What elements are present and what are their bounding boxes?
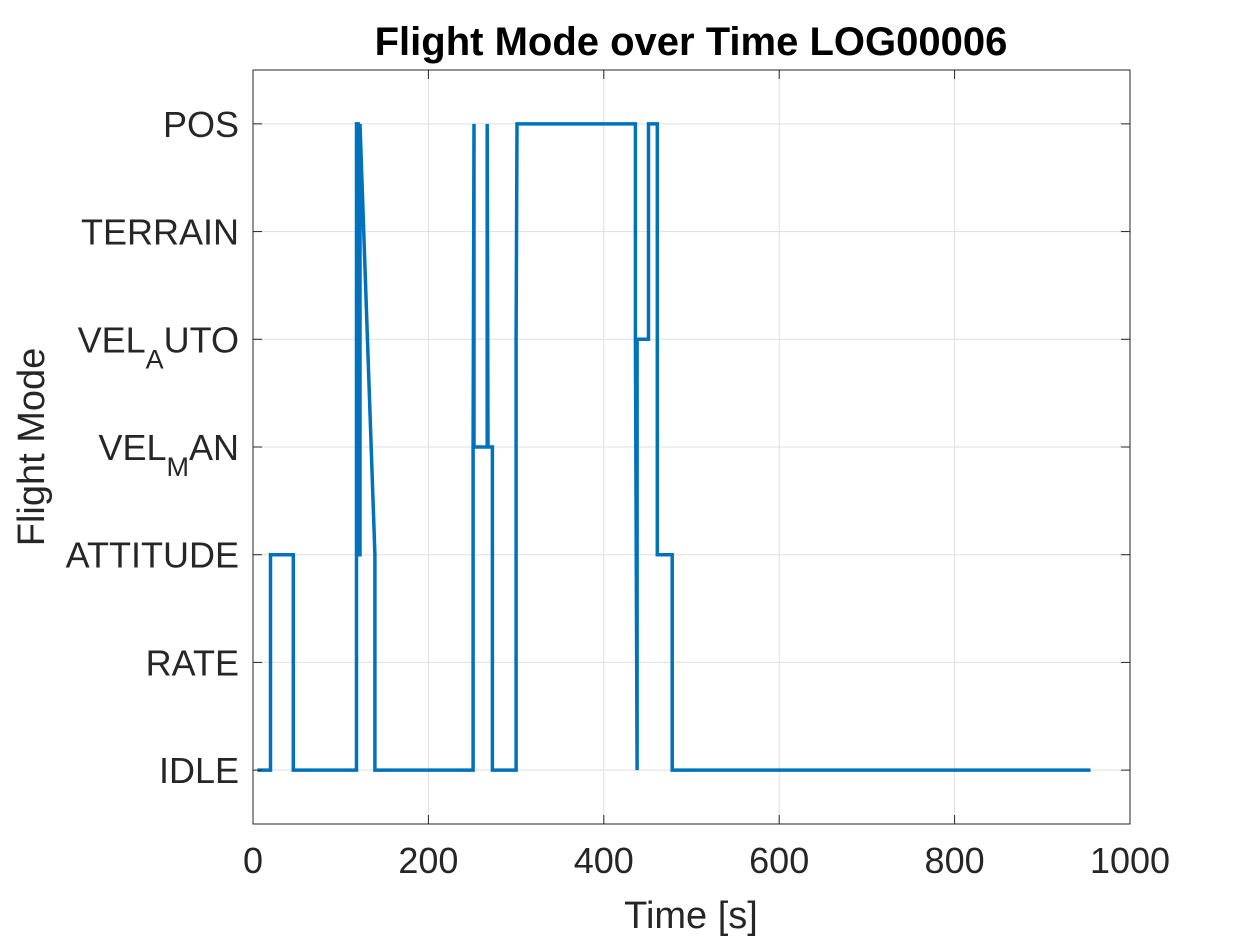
- flight-mode-series-line: [257, 122, 1091, 772]
- x-tick-label: 1000: [1090, 840, 1170, 881]
- y-tick-label: POS: [163, 104, 239, 145]
- x-tick-label: 600: [749, 840, 809, 881]
- x-tick-label: 200: [398, 840, 458, 881]
- x-tick-label: 0: [243, 840, 263, 881]
- y-tick-labels: IDLE RATE ATTITUDE VELMAN VELAUTO TERRAIN POS: [66, 104, 239, 791]
- x-tick-labels: 0 200 400 600 800 1000: [243, 840, 1170, 881]
- tick-marks: [252, 70, 1131, 824]
- x-axis-label: Time [s]: [624, 895, 758, 937]
- y-tick-label: ATTITUDE: [66, 535, 239, 576]
- y-tick-label: VELMAN: [98, 427, 239, 482]
- chart-title: Flight Mode over Time LOG00006: [375, 20, 1008, 64]
- y-tick-label: RATE: [146, 642, 239, 683]
- x-tick-label: 400: [574, 840, 634, 881]
- grid-lines: [252, 70, 1131, 824]
- series-layer: [257, 122, 1091, 772]
- y-tick-label: TERRAIN: [81, 212, 239, 253]
- y-tick-label: IDLE: [159, 750, 239, 791]
- x-tick-label: 800: [925, 840, 985, 881]
- y-tick-label: VELAUTO: [78, 319, 239, 374]
- y-axis-label: Flight Mode: [11, 348, 53, 547]
